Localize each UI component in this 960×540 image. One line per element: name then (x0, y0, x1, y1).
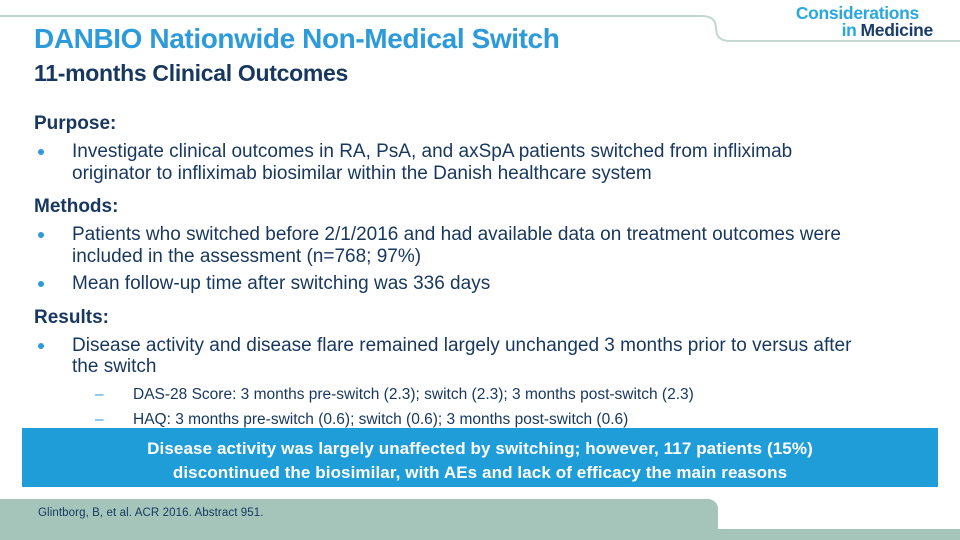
bullet-dot-icon (34, 141, 72, 184)
footer-bar: Glintborg, B, et al. ACR 2016. Abstract … (0, 499, 960, 540)
logo-text-medicine: Medicine (860, 20, 934, 40)
section-heading-purpose: Purpose: (34, 113, 117, 134)
bullet-text: Investigate clinical outcomes in RA, PsA… (72, 141, 793, 184)
dash-icon (95, 410, 133, 429)
sub-bullet-item: HAQ: 3 months pre-switch (0.6); switch (… (95, 410, 920, 429)
bullet-text: Mean follow-up time after switching was … (72, 273, 491, 294)
slide-body: Purpose: Investigate clinical outcomes i… (34, 112, 920, 435)
bullet-dot-icon (34, 224, 72, 267)
callout-line-1: Disease activity was largely unaffected … (147, 439, 813, 458)
sub-bullet-text: HAQ: 3 months pre-switch (0.6); switch (… (133, 410, 629, 428)
bullet-dot-icon (34, 273, 72, 295)
bullet-item: Mean follow-up time after switching was … (34, 273, 920, 295)
logo-text-considerations: Considerations (795, 3, 919, 23)
section-heading-results: Results: (34, 306, 109, 328)
bullet-item: Investigate clinical outcomes in RA, PsA… (34, 141, 920, 184)
bullet-text: Patients who switched before 2/1/2016 an… (72, 224, 841, 267)
top-divider-line (0, 15, 960, 42)
footer-tab: Glintborg, B, et al. ACR 2016. Abstract … (0, 499, 718, 540)
bullet-text: Disease activity and disease flare remai… (72, 334, 852, 378)
dash-icon (95, 385, 133, 404)
bullet-item: Patients who switched before 2/1/2016 an… (34, 224, 920, 267)
logo-text-in-medicine: in Medicine (796, 20, 934, 40)
slide-title: DANBIO Nationwide Non-Medical Switch (34, 23, 560, 54)
brand-logo: Considerations in Medicine (795, 3, 934, 40)
sub-bullet-text: DAS-28 Score: 3 months pre-switch (2.3);… (133, 385, 694, 403)
section-heading-methods: Methods: (34, 196, 119, 217)
bullet-dot-icon (34, 335, 72, 378)
callout-line-2: discontinued the biosimilar, with AEs an… (172, 463, 788, 482)
citation-text: Glintborg, B, et al. ACR 2016. Abstract … (38, 507, 264, 519)
logo-text-in: in (841, 20, 857, 40)
slide-subtitle: 11-months Clinical Outcomes (34, 60, 348, 86)
footer-strip (710, 529, 960, 540)
callout-banner: Disease activity was largely unaffected … (22, 428, 938, 487)
sub-bullet-list: DAS-28 Score: 3 months pre-switch (2.3);… (95, 385, 920, 429)
bullet-item: Disease activity and disease flare remai… (34, 335, 920, 378)
sub-bullet-item: DAS-28 Score: 3 months pre-switch (2.3);… (95, 385, 920, 404)
